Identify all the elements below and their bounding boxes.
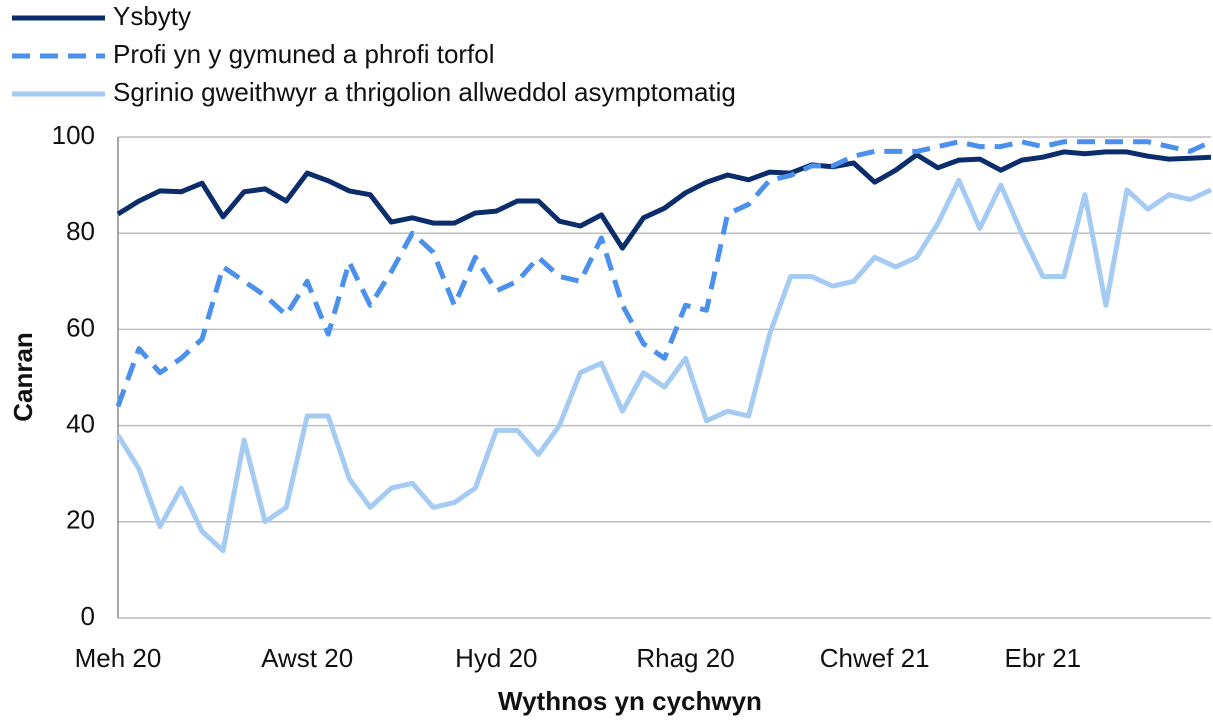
legend-label: Sgrinio gweithwyr a thrigolion allweddol… xyxy=(113,77,736,107)
series-line xyxy=(116,149,1212,251)
x-tick-label: Hyd 20 xyxy=(455,643,537,673)
legend-label: Ysbyty xyxy=(113,1,191,31)
legend-label: Profi yn y gymuned a phrofi torfol xyxy=(113,39,495,69)
y-tick-label: 0 xyxy=(81,601,95,631)
x-tick-label: Ebr 21 xyxy=(1005,643,1082,673)
y-axis-title: Canran xyxy=(8,332,38,422)
y-tick-label: 80 xyxy=(66,216,95,246)
x-tick-label: Meh 20 xyxy=(75,643,162,673)
series-line xyxy=(115,139,1213,408)
x-axis-title: Wythnos yn cychwyn xyxy=(498,686,762,716)
series-line xyxy=(115,177,1213,554)
y-tick-label: 20 xyxy=(66,505,95,535)
x-tick-label: Chwef 21 xyxy=(820,643,930,673)
y-tick-label: 60 xyxy=(66,312,95,342)
x-tick-label: Rhag 20 xyxy=(636,643,734,673)
y-tick-label: 100 xyxy=(52,120,95,150)
x-tick-label: Awst 20 xyxy=(261,643,353,673)
y-tick-label: 40 xyxy=(66,408,95,438)
